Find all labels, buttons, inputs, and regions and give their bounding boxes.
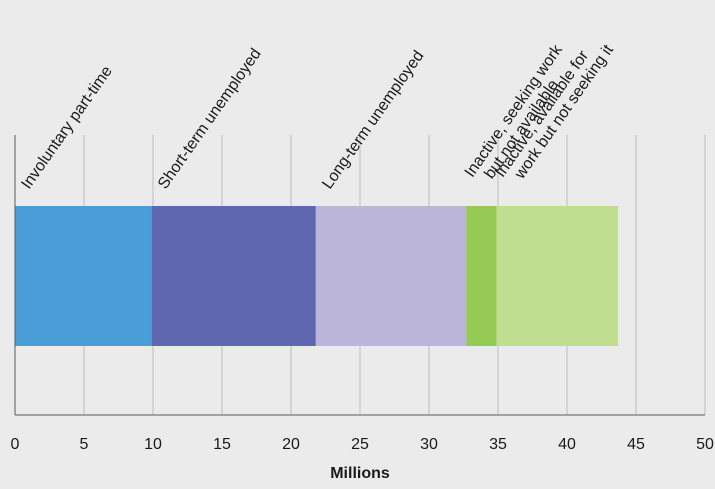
x-tick-label-30: 30 [420, 436, 438, 453]
bar-segment-3 [315, 206, 467, 346]
segment-label-1: Involuntary part-time [18, 63, 116, 192]
segment-label-3-line-1: Long-term unemployed [319, 48, 427, 193]
x-tick-label-0: 0 [11, 436, 20, 453]
segment-label-1-line-1: Involuntary part-time [18, 63, 116, 192]
bar-segment-1 [15, 206, 152, 346]
x-tick-label-5: 5 [80, 436, 89, 453]
x-tick-label-35: 35 [489, 436, 507, 453]
x-tick-label-10: 10 [144, 436, 162, 453]
x-axis: 0 5 10 15 20 25 30 35 40 45 50 [11, 135, 714, 453]
x-tick-label-50: 50 [696, 436, 714, 453]
x-tick-label-20: 20 [282, 436, 300, 453]
bar-segment-5 [496, 206, 619, 346]
bar-segment-2 [151, 206, 316, 346]
segment-labels: Involuntary part-time Short-term unemploy… [18, 41, 617, 193]
bar-segments [15, 206, 619, 346]
x-tick-label-25: 25 [351, 436, 369, 453]
segment-label-2-line-1: Short-term unemployed [155, 46, 265, 193]
bar-segment-4 [466, 206, 497, 346]
x-axis-title: Millions [330, 465, 390, 482]
segment-label-2: Short-term unemployed [155, 46, 265, 193]
x-tick-label-40: 40 [558, 436, 576, 453]
segment-label-3: Long-term unemployed [319, 48, 427, 193]
x-tick-label-45: 45 [627, 436, 645, 453]
x-tick-label-15: 15 [213, 436, 231, 453]
